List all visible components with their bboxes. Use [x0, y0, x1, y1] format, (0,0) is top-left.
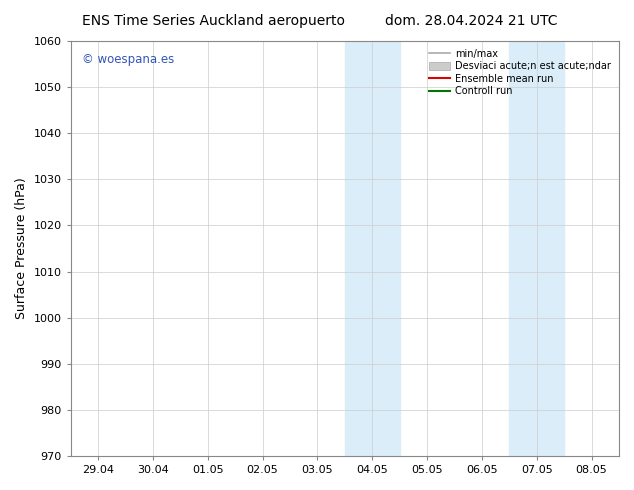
- Legend: min/max, Desviaci acute;n est acute;ndar, Ensemble mean run, Controll run: min/max, Desviaci acute;n est acute;ndar…: [426, 46, 614, 99]
- Text: © woespana.es: © woespana.es: [82, 53, 174, 67]
- Bar: [345, 41, 372, 456]
- Bar: [372, 41, 399, 456]
- Bar: [509, 41, 537, 456]
- Text: dom. 28.04.2024 21 UTC: dom. 28.04.2024 21 UTC: [385, 14, 558, 28]
- Text: ENS Time Series Auckland aeropuerto: ENS Time Series Auckland aeropuerto: [82, 14, 346, 28]
- Y-axis label: Surface Pressure (hPa): Surface Pressure (hPa): [15, 178, 28, 319]
- Bar: [537, 41, 564, 456]
